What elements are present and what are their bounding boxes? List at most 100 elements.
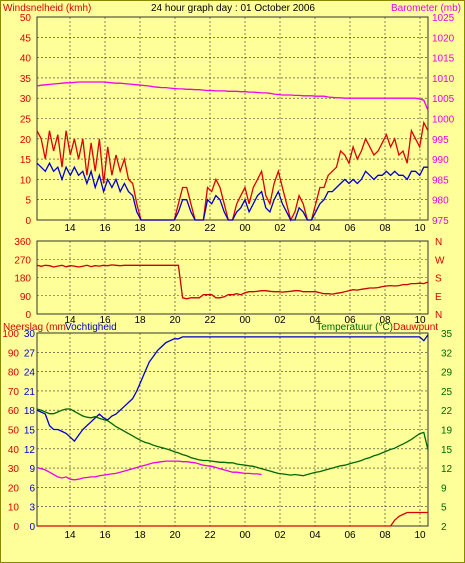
series-line-windsnelheid <box>36 120 429 222</box>
temperature-axis-title: Temperatuur (°C) <box>316 322 393 333</box>
temperature-tick-label: 2 <box>441 522 447 533</box>
x-tick-label-08: 08 <box>379 315 391 326</box>
rain-tick-label: 100 <box>2 329 19 340</box>
compass-tick-label: S <box>435 274 442 285</box>
barometer-tick-label: 1015 <box>432 54 455 65</box>
x-tick-label-22: 22 <box>204 530 216 541</box>
humidity-tick-label: 24 <box>24 368 36 379</box>
series-line-dauwpunt <box>36 460 262 481</box>
rain-tick-label: 50 <box>8 426 20 437</box>
wind-speed-tick-label: 35 <box>20 74 32 85</box>
x-tick-label-08: 08 <box>379 530 391 541</box>
rain-tick-label: 0 <box>13 522 19 533</box>
temperature-tick-label: 12 <box>441 464 453 475</box>
rain-axis-title: Neerslag (mm <box>3 322 66 333</box>
x-tick-label-10: 10 <box>414 223 426 234</box>
temperature-tick-label: 9 <box>441 483 447 494</box>
rain-tick-label: 40 <box>8 445 20 456</box>
humidity-axis-title: Vochtigheid <box>65 322 117 333</box>
x-tick-label-14: 14 <box>64 223 76 234</box>
temperature-tick-label: 32 <box>441 348 453 359</box>
wind-speed-tick-label: 15 <box>20 155 32 166</box>
humidity-tick-label: 15 <box>24 426 36 437</box>
series-line-temperatuur <box>36 408 429 477</box>
x-tick-label-00: 00 <box>239 223 251 234</box>
temperature-tick-label: 19 <box>441 426 453 437</box>
x-tick-label-18: 18 <box>134 223 146 234</box>
compass-tick-label: N <box>435 310 442 321</box>
x-tick-label-02: 02 <box>274 223 286 234</box>
x-tick-label-04: 04 <box>309 530 321 541</box>
barometer-tick-label: 1010 <box>432 74 455 85</box>
x-tick-label-02: 02 <box>274 315 286 326</box>
dewpoint-axis-title: Dauwpunt <box>393 322 438 333</box>
x-tick-label-14: 14 <box>64 530 76 541</box>
barometer-tick-label: 995 <box>432 135 449 146</box>
barometer-tick-label: 980 <box>432 196 449 207</box>
x-tick-label-20: 20 <box>169 315 181 326</box>
graph-title: 24 hour graph day : 01 October 2006 <box>151 3 315 14</box>
barometer-tick-label: 1005 <box>432 94 455 105</box>
rain-tick-label: 70 <box>8 387 20 398</box>
wind-direction-tick-label: 90 <box>20 292 32 303</box>
wind-speed-tick-label: 10 <box>20 175 32 186</box>
wind-direction-tick-label: 0 <box>25 310 31 321</box>
wind-speed-tick-label: 25 <box>20 115 32 126</box>
x-tick-label-14: 14 <box>64 315 76 326</box>
series-line-windrichting <box>36 264 429 300</box>
series-line-vlagen <box>36 161 428 221</box>
x-tick-label-22: 22 <box>204 223 216 234</box>
wind-speed-tick-label: 20 <box>20 135 32 146</box>
wind-speed-tick-label: 0 <box>25 216 31 227</box>
temperature-tick-label: 22 <box>441 406 453 417</box>
temperature-tick-label: 5 <box>441 503 447 514</box>
x-tick-label-04: 04 <box>309 223 321 234</box>
temperature-tick-label: 29 <box>441 368 453 379</box>
barometer-axis-title: Barometer (mb) <box>391 3 461 14</box>
x-tick-label-20: 20 <box>169 530 181 541</box>
humidity-tick-label: 3 <box>29 503 35 514</box>
barometer-tick-label: 1025 <box>432 13 455 24</box>
wind-speed-axis-title: Windsnelheid (kmh) <box>3 3 91 14</box>
humidity-tick-label: 0 <box>29 522 35 533</box>
wind-speed-tick-label: 5 <box>25 196 31 207</box>
x-tick-label-18: 18 <box>134 315 146 326</box>
temperature-tick-label: 35 <box>441 329 453 340</box>
wind-speed-tick-label: 50 <box>20 13 32 24</box>
wind-speed-tick-label: 30 <box>20 94 32 105</box>
compass-tick-label: N <box>435 237 442 248</box>
barometer-tick-label: 985 <box>432 175 449 186</box>
x-tick-label-00: 00 <box>239 530 251 541</box>
rain-tick-label: 30 <box>8 464 20 475</box>
wind-direction-tick-label: 180 <box>14 274 31 285</box>
rain-tick-label: 90 <box>8 348 20 359</box>
wind-direction-tick-label: 360 <box>14 237 31 248</box>
compass-tick-label: W <box>435 255 445 266</box>
x-tick-label-16: 16 <box>99 530 111 541</box>
x-tick-label-22: 22 <box>204 315 216 326</box>
barometer-tick-label: 990 <box>432 155 449 166</box>
rain-tick-label: 10 <box>8 503 20 514</box>
series-line-vochtigheid <box>36 334 429 443</box>
temperature-tick-label: 15 <box>441 445 453 456</box>
x-tick-label-04: 04 <box>309 315 321 326</box>
x-tick-label-16: 16 <box>99 223 111 234</box>
rain-tick-label: 60 <box>8 406 20 417</box>
wind-direction-tick-label: 270 <box>14 255 31 266</box>
barometer-tick-label: 1020 <box>432 33 455 44</box>
humidity-tick-label: 6 <box>29 483 35 494</box>
x-tick-label-02: 02 <box>274 530 286 541</box>
x-tick-label-16: 16 <box>99 315 111 326</box>
humidity-tick-label: 12 <box>24 445 36 456</box>
series-line-barometer <box>36 81 429 111</box>
x-tick-label-10: 10 <box>414 530 426 541</box>
humidity-tick-label: 9 <box>29 464 35 475</box>
x-tick-label-10: 10 <box>414 315 426 326</box>
barometer-tick-label: 1000 <box>432 115 455 126</box>
x-tick-label-06: 06 <box>344 223 356 234</box>
series-line-neerslag <box>37 511 428 527</box>
compass-tick-label: E <box>435 292 442 303</box>
x-tick-label-06: 06 <box>344 315 356 326</box>
